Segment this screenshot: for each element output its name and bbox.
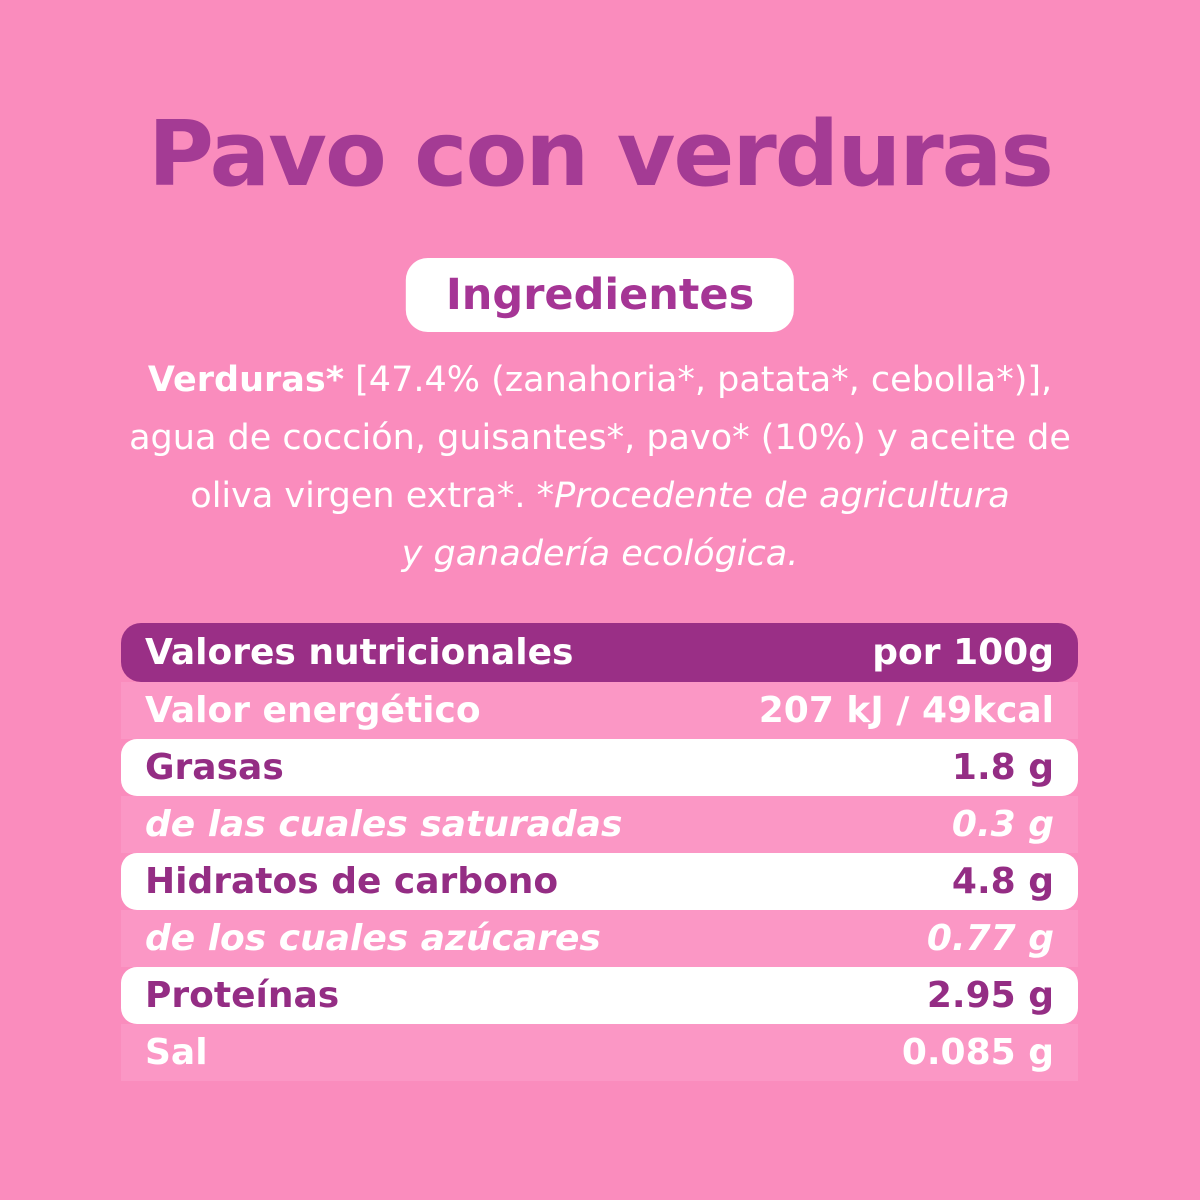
ingredients-line-2: agua de cocción, guisantes*, pavo* (10%)…	[129, 418, 1071, 458]
row-label: Sal	[145, 1032, 208, 1073]
row-value: 2.95 g	[926, 975, 1054, 1016]
row-value: 1.8 g	[951, 747, 1054, 788]
row-label: Grasas	[145, 747, 284, 788]
table-row-fat: Grasas 1.8 g	[121, 739, 1078, 796]
row-label: de los cuales azúcares	[145, 918, 601, 959]
ingredients-bold-segment: Verduras*	[147, 360, 345, 400]
ingredients-segment: [47.4% (zanahoria*, patata*, cebolla*)],	[344, 360, 1053, 400]
page-title: Pavo con verduras	[148, 102, 1054, 207]
table-row-saturated-fat: de las cuales saturadas 0.3 g	[121, 796, 1078, 853]
row-value: 4.8 g	[951, 861, 1054, 902]
ingredients-line-1: Verduras* [47.4% (zanahoria*, patata*, c…	[0, 351, 1200, 409]
row-value: 0.77 g	[926, 918, 1054, 959]
row-value: 0.3 g	[951, 804, 1054, 845]
ingredients-italic-segment: *Procedente de agricultura	[536, 476, 1010, 516]
table-row-carbohydrates: Hidratos de carbono 4.8 g	[121, 853, 1078, 910]
row-value: 0.085 g	[901, 1032, 1054, 1073]
ingredients-line-4: y ganadería ecológica.	[401, 534, 799, 574]
table-row-sugars: de los cuales azúcares 0.77 g	[121, 910, 1078, 967]
row-label: Hidratos de carbono	[145, 861, 559, 902]
row-value: 207 kJ / 49kcal	[758, 690, 1054, 731]
table-header-label: Valores nutricionales	[145, 632, 574, 673]
ingredients-line-3: oliva virgen extra*. *Procedente de agri…	[0, 467, 1200, 525]
table-header-row: Valores nutricionales por 100g	[121, 623, 1078, 682]
table-row-salt: Sal 0.085 g	[121, 1024, 1078, 1081]
table-row-protein: Proteínas 2.95 g	[121, 967, 1078, 1024]
row-label: de las cuales saturadas	[145, 804, 623, 845]
nutrition-table: Valores nutricionales por 100g Valor ene…	[121, 623, 1078, 1081]
ingredients-text: Verduras* [47.4% (zanahoria*, patata*, c…	[0, 351, 1200, 583]
table-row-energy: Valor energético 207 kJ / 49kcal	[121, 682, 1078, 739]
row-label: Valor energético	[145, 690, 481, 731]
ingredients-segment: oliva virgen extra*.	[190, 476, 537, 516]
row-label: Proteínas	[145, 975, 340, 1016]
ingredients-badge: Ingredientes	[405, 258, 795, 332]
table-header-value: por 100g	[872, 632, 1054, 673]
